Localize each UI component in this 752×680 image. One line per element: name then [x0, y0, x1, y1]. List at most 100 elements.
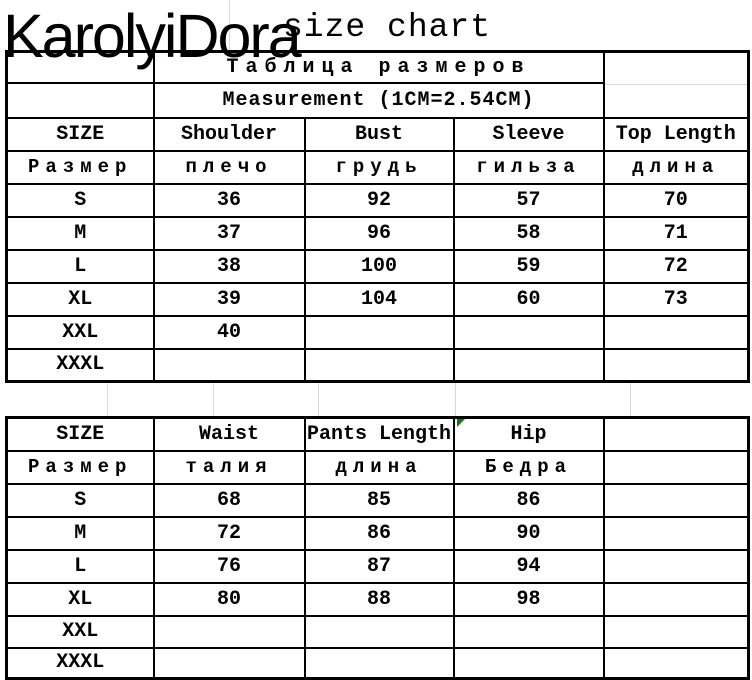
value-cell: 37: [152, 215, 306, 251]
value-cell: [602, 515, 750, 551]
empty-cell: [602, 416, 750, 452]
value-cell: 96: [303, 215, 455, 251]
brand-watermark: KarolyiDora: [3, 2, 302, 70]
bottoms-size-table: SIZE Waist Pants Length Hip Размер талия…: [5, 416, 750, 680]
header-cell-size: SIZE: [5, 116, 155, 152]
size-label-cell: XXL: [5, 614, 155, 649]
header-cell-ru: длина: [303, 449, 455, 485]
value-cell: [303, 646, 455, 680]
table-row: XL 80 88 98: [5, 581, 750, 617]
value-cell: 36: [152, 182, 306, 218]
size-label-cell: S: [5, 182, 155, 218]
value-cell: 58: [452, 215, 605, 251]
value-cell: [452, 614, 605, 649]
value-cell: [602, 314, 750, 350]
value-cell: [152, 347, 306, 383]
value-cell: 98: [452, 581, 605, 617]
header-cell-shoulder: Shoulder: [152, 116, 306, 152]
header-row: SIZE Shoulder Bust Sleeve Top Length: [5, 116, 750, 152]
header-cell-ru: грудь: [303, 149, 455, 185]
table-row: S 36 92 57 70: [5, 182, 750, 218]
value-cell: 80: [152, 581, 306, 617]
tops-size-table: Таблица размеров Measurement (1CM=2.54CM…: [5, 50, 750, 383]
table-row: XXXL: [5, 347, 750, 383]
value-cell: 86: [303, 515, 455, 551]
value-cell: 86: [452, 482, 605, 518]
value-cell: [602, 581, 750, 617]
value-cell: 59: [452, 248, 605, 284]
sheet-gridline: [605, 84, 747, 85]
empty-cell: [602, 449, 750, 485]
size-label-cell: XXXL: [5, 646, 155, 680]
size-label-cell: XXXL: [5, 347, 155, 383]
value-cell: 72: [602, 248, 750, 284]
value-cell: [152, 646, 306, 680]
value-cell: 68: [152, 482, 306, 518]
value-cell: [602, 482, 750, 518]
size-label-cell: XL: [5, 281, 155, 317]
value-cell: 71: [602, 215, 750, 251]
table-row: M 37 96 58 71: [5, 215, 750, 251]
header-cell-pants-length: Pants Length: [303, 416, 455, 452]
value-cell: 85: [303, 482, 455, 518]
value-cell: [602, 646, 750, 680]
value-cell: 87: [303, 548, 455, 584]
header-cell-size: SIZE: [5, 416, 155, 452]
sheet-gridline: [630, 382, 631, 416]
value-cell: 104: [303, 281, 455, 317]
table-row: XXL: [5, 614, 750, 649]
table-row: Таблица размеров: [5, 50, 750, 119]
header-cell-ru: длина: [602, 149, 750, 185]
value-cell: [602, 347, 750, 383]
header-row: SIZE Waist Pants Length Hip: [5, 416, 750, 452]
header-cell-ru: плечо: [152, 149, 306, 185]
header-row-russian: Размер плечо грудь гильза длина: [5, 149, 750, 185]
value-cell: 73: [602, 281, 750, 317]
value-cell: 70: [602, 182, 750, 218]
header-cell-sleeve: Sleeve: [452, 116, 605, 152]
value-cell: 100: [303, 248, 455, 284]
size-label-cell: XL: [5, 581, 155, 617]
value-cell: 94: [452, 548, 605, 584]
sheet-gridline: [107, 382, 108, 416]
value-cell: 90: [452, 515, 605, 551]
value-cell: 57: [452, 182, 605, 218]
header-cell-ru: Размер: [5, 149, 155, 185]
header-cell-bust: Bust: [303, 116, 455, 152]
empty-cell: [602, 50, 750, 119]
table-row: XL 39 104 60 73: [5, 281, 750, 317]
value-cell: 92: [303, 182, 455, 218]
header-cell-waist: Waist: [152, 416, 306, 452]
value-cell: [303, 347, 455, 383]
sheet-gridline: [213, 382, 214, 416]
size-label-cell: L: [5, 548, 155, 584]
value-cell: [152, 614, 306, 649]
value-cell: [452, 347, 605, 383]
header-cell-top-length: Top Length: [602, 116, 750, 152]
header-cell-ru: талия: [152, 449, 306, 485]
value-cell: [303, 314, 455, 350]
table-row: XXXL: [5, 646, 750, 680]
header-cell-ru: Размер: [5, 449, 155, 485]
value-cell: 40: [152, 314, 306, 350]
table-row: XXL 40: [5, 314, 750, 350]
size-label-cell: S: [5, 482, 155, 518]
table-row: Measurement (1CM=2.54CM): [5, 81, 749, 119]
size-label-cell: XXL: [5, 314, 155, 350]
table-row: M 72 86 90: [5, 515, 750, 551]
sheet-gridline: [229, 0, 230, 50]
table-row: S 68 85 86: [5, 482, 750, 518]
value-cell: [452, 646, 605, 680]
empty-cell: [5, 50, 155, 84]
table-row: L 38 100 59 72: [5, 248, 750, 284]
size-label-cell: L: [5, 248, 155, 284]
value-cell: 72: [152, 515, 306, 551]
size-label-cell: M: [5, 215, 155, 251]
page-title: size chart: [283, 9, 492, 46]
header-cell-hip: Hip: [452, 416, 605, 452]
value-cell: 39: [152, 281, 306, 317]
value-cell: [602, 548, 750, 584]
size-label-cell: M: [5, 515, 155, 551]
value-cell: [602, 614, 750, 649]
value-cell: [452, 314, 605, 350]
